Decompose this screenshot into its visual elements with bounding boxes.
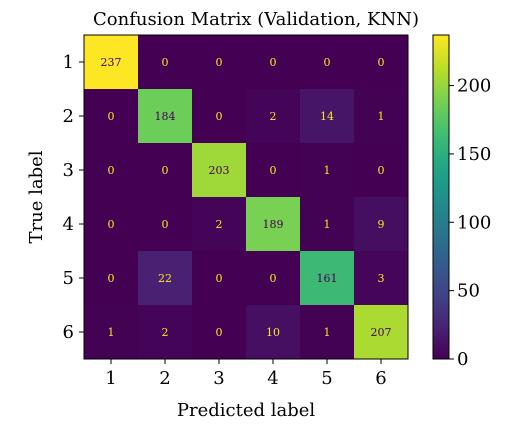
cell-value-r2-c6: 1: [378, 110, 385, 123]
colorbar-tick-label: 150: [457, 144, 491, 165]
cell-value-r4-c1: 0: [108, 218, 115, 231]
cell-value-r1-c3: 0: [216, 56, 223, 69]
cell-value-r6-c3: 0: [216, 326, 223, 339]
cell-value-r4-c6: 9: [378, 218, 385, 231]
colorbar-tick-label: 50: [457, 281, 480, 302]
y-tick-label: 6: [63, 322, 74, 343]
cell-value-r1-c2: 0: [162, 56, 169, 69]
cell-value-r5-c5: 161: [317, 272, 338, 285]
cell-value-r1-c1: 237: [101, 56, 122, 69]
cell-value-r1-c5: 0: [324, 56, 331, 69]
cell-value-r5-c1: 0: [108, 272, 115, 285]
cell-value-r3-c5: 1: [324, 164, 331, 177]
cell-value-r5-c3: 0: [216, 272, 223, 285]
cell-value-r6-c2: 2: [162, 326, 169, 339]
cell-value-r6-c6: 207: [371, 326, 392, 339]
x-axis-label: Predicted label: [177, 400, 316, 421]
cell-value-r4-c5: 1: [324, 218, 331, 231]
cell-value-r4-c2: 0: [162, 218, 169, 231]
colorbar-tick-label: 0: [457, 349, 468, 370]
cell-value-r2-c2: 184: [155, 110, 176, 123]
x-tick-label: 3: [213, 368, 224, 389]
heatmap-cells: [84, 35, 409, 360]
cell-value-r6-c4: 10: [266, 326, 280, 339]
y-tick-label: 1: [63, 52, 74, 73]
y-tick-label: 2: [63, 106, 74, 127]
cell-value-r3-c6: 0: [378, 164, 385, 177]
y-axis-ticks: 1 2 3 4 5 6: [63, 52, 84, 343]
x-tick-label: 6: [375, 368, 386, 389]
cell-value-r3-c1: 0: [108, 164, 115, 177]
cell-value-r4-c4: 189: [263, 218, 284, 231]
cell-value-r1-c4: 0: [270, 56, 277, 69]
y-tick-label: 5: [63, 268, 74, 289]
cell-value-r2-c1: 0: [108, 110, 115, 123]
x-tick-label: 1: [105, 368, 116, 389]
colorbar-tick-label: 100: [457, 212, 491, 233]
cell-value-r6-c5: 1: [324, 326, 331, 339]
cell-value-r3-c4: 0: [270, 164, 277, 177]
y-tick-label: 3: [63, 160, 74, 181]
colorbar: [433, 35, 449, 359]
cell-value-r5-c2: 22: [158, 272, 172, 285]
colorbar-ticks: 0 50 100 150 200: [449, 76, 491, 370]
cell-value-r3-c2: 0: [162, 164, 169, 177]
cell-value-r3-c3: 203: [209, 164, 230, 177]
cell-value-r1-c6: 0: [378, 56, 385, 69]
cell-value-r2-c4: 2: [270, 110, 277, 123]
x-tick-label: 2: [159, 368, 170, 389]
x-tick-label: 4: [267, 368, 278, 389]
cell-value-r6-c1: 1: [108, 326, 115, 339]
colorbar-tick-label: 200: [457, 76, 491, 97]
chart-title: Confusion Matrix (Validation, KNN): [93, 9, 419, 30]
cell-value-r5-c6: 3: [378, 272, 385, 285]
x-axis-ticks: 1 2 3 4 5 6: [105, 359, 386, 389]
cell-value-r2-c3: 0: [216, 110, 223, 123]
y-axis-label: True label: [26, 150, 47, 243]
y-tick-label: 4: [63, 214, 74, 235]
cell-value-r5-c4: 0: [270, 272, 277, 285]
x-tick-label: 5: [321, 368, 332, 389]
cell-value-r4-c3: 2: [216, 218, 223, 231]
cell-value-r2-c5: 14: [320, 110, 334, 123]
